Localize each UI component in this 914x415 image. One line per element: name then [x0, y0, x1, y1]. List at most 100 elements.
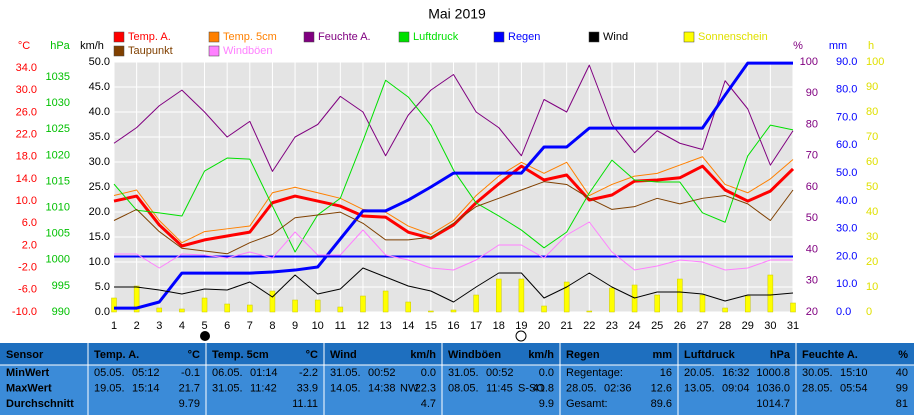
cell-text: Regentage:: [566, 367, 623, 379]
sunshine-bar: [677, 278, 683, 313]
y-tick-label: 20: [866, 256, 878, 268]
y-tick-label: 1020: [46, 149, 70, 161]
cell-value: 33.9: [297, 382, 318, 394]
x-tick-label: 24: [628, 320, 640, 332]
axis-unit: km/h: [80, 40, 104, 52]
y-tick-label: 40: [866, 206, 878, 218]
cell-text: 14.05.: [330, 382, 361, 394]
x-tick-label: 18: [493, 320, 505, 332]
cell-time: 05:54: [840, 382, 868, 394]
x-tick-label: 17: [470, 320, 482, 332]
y-tick-label: 1015: [46, 175, 70, 187]
sunshine-bar: [337, 306, 344, 313]
table-header: Sensor: [6, 349, 44, 361]
cell-value: 1036.0: [756, 382, 790, 394]
x-tick-label: 26: [674, 320, 686, 332]
column-name: Feuchte A.: [802, 349, 858, 361]
axis-unit: %: [793, 40, 803, 52]
y-tick-label: 0: [866, 306, 872, 318]
y-tick-label: 45.0: [89, 81, 110, 93]
cell-time: 11:42: [250, 382, 277, 394]
sunshine-bar: [654, 294, 660, 313]
y-tick-label: 20: [806, 306, 818, 318]
y-tick-label: 30.0: [89, 156, 110, 168]
x-tick-label: 5: [201, 320, 207, 332]
sunshine-bar: [201, 297, 208, 313]
y-tick-label: 40: [806, 243, 818, 255]
x-tick-label: 8: [269, 320, 275, 332]
sunshine-bar: [382, 290, 389, 313]
sunshine-bar: [156, 307, 163, 313]
cell-time: 16:32: [722, 367, 750, 379]
y-tick-label: 30.0: [836, 223, 857, 235]
y-tick-label: 100: [800, 56, 818, 68]
sunshine-bar: [790, 302, 796, 313]
sunshine-bar: [292, 299, 298, 313]
row-label: Durchschnitt: [6, 398, 74, 410]
x-tick-label: 16: [447, 320, 459, 332]
x-tick-label: 12: [357, 320, 369, 332]
sunshine-bar: [314, 299, 321, 313]
cell-time: 15:14: [132, 382, 160, 394]
y-tick-label: 1010: [46, 202, 70, 214]
cell-text: 31.05.: [448, 367, 479, 379]
cell-text: 05.05.: [94, 367, 125, 379]
y-tick-label: 1030: [46, 97, 70, 109]
x-tick-label: 6: [224, 320, 230, 332]
x-tick-label: 1: [111, 320, 117, 332]
y-tick-label: 90: [866, 81, 878, 93]
x-tick-label: 27: [696, 320, 708, 332]
column-unit: mm: [652, 349, 672, 361]
y-tick-label: 90.0: [836, 56, 857, 68]
y-tick-label: 22.0: [16, 128, 37, 140]
y-tick-label: 5.0: [95, 281, 110, 293]
series-line: [114, 267, 794, 303]
row-label: MaxWert: [6, 382, 52, 394]
new-moon-icon: [200, 331, 210, 341]
axis-unit: °C: [18, 40, 30, 52]
cell-time: 02:36: [604, 382, 632, 394]
legend-label: Temp. A.: [128, 31, 171, 43]
legend-swatch: [208, 45, 220, 57]
stats-table: Sensor MinWert MaxWert Durchschnitt Temp. A.…: [0, 343, 914, 415]
cell-text: 13.05.: [684, 382, 715, 394]
y-tick-label: 6.0: [22, 217, 37, 229]
sunshine-bar: [111, 297, 117, 313]
y-tick-label: 10.0: [16, 195, 37, 207]
cell-text: 08.05.: [448, 382, 479, 394]
x-tick-label: 22: [583, 320, 595, 332]
sunshine-bar: [473, 294, 479, 313]
y-tick-label: 50.0: [836, 167, 857, 179]
y-tick-label: 100: [866, 56, 884, 68]
y-tick-label: 10: [866, 281, 878, 293]
cell-value: 12.6: [651, 382, 672, 394]
cell-time: 00:52: [486, 367, 514, 379]
x-tick-label: 7: [247, 320, 253, 332]
cell-value: 1000.8: [756, 367, 790, 379]
y-tick-label: -2.0: [18, 262, 37, 274]
x-tick-label: 20: [538, 320, 550, 332]
series-line: [113, 64, 794, 172]
y-tick-label: 1025: [46, 123, 70, 135]
series-line: [113, 156, 794, 244]
cell-text: 28.05.: [802, 382, 833, 394]
cell-text: 28.05.: [566, 382, 597, 394]
column-name: Luftdruck: [684, 349, 736, 361]
column-name: Windböen: [448, 349, 501, 361]
table-body-bg: [0, 365, 914, 415]
sunshine-bar: [563, 281, 570, 313]
cell-value: 89.6: [651, 398, 672, 410]
legend-label: Sonnenschein: [698, 31, 768, 43]
column-unit: hPa: [770, 349, 791, 361]
y-tick-label: 25.0: [89, 181, 110, 193]
y-tick-label: 990: [52, 306, 70, 318]
sunshine-bar: [722, 307, 728, 313]
sunshine-bar: [247, 304, 253, 313]
y-tick-label: 30: [806, 275, 818, 287]
sunshine-bar: [428, 310, 434, 313]
y-tick-label: 50.0: [89, 56, 110, 68]
y-tick-label: 2.0: [22, 239, 37, 251]
x-tick-label: 30: [764, 320, 776, 332]
x-tick-label: 19: [515, 320, 527, 332]
